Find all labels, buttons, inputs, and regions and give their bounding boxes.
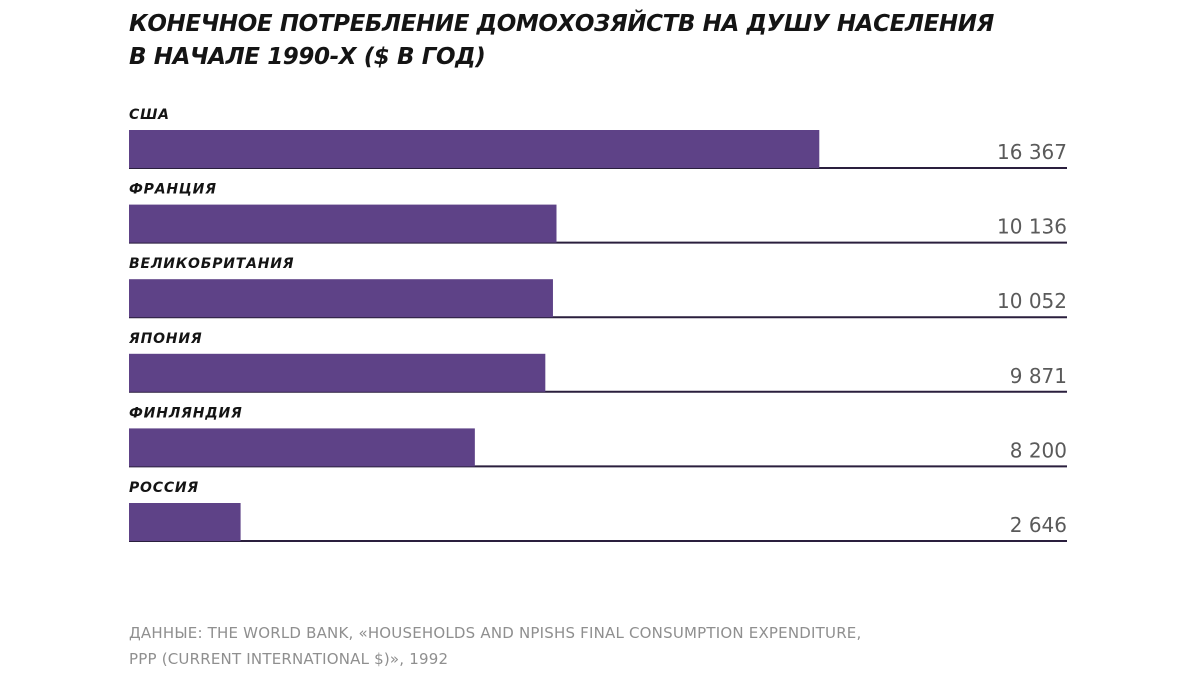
category-label: ВЕЛИКОБРИТАНИЯ xyxy=(129,256,294,272)
value-label: 2 646 xyxy=(1010,513,1067,537)
bar xyxy=(129,428,475,467)
category-label: ФИНЛЯНДИЯ xyxy=(129,405,243,421)
value-label: 8 200 xyxy=(1010,438,1067,462)
category-label: США xyxy=(129,107,170,123)
value-label: 9 871 xyxy=(1010,364,1067,388)
category-label: ЯПОНИЯ xyxy=(128,331,202,347)
category-label: РОССИЯ xyxy=(129,480,199,496)
bar xyxy=(129,130,820,168)
source-note-line-1: ДАННЫЕ: THE WORLD BANK, «HOUSEHOLDS AND … xyxy=(129,624,862,642)
source-note: ДАННЫЕ: THE WORLD BANK, «HOUSEHOLDS AND … xyxy=(129,620,861,672)
value-label: 16 367 xyxy=(997,140,1067,164)
source-note-line-2: PPP (CURRENT INTERNATIONAL $)», 1992 xyxy=(129,650,449,668)
bar xyxy=(129,279,553,318)
value-label: 10 052 xyxy=(997,289,1067,313)
chart-title-line-1: КОНЕЧНОЕ ПОТРЕБЛЕНИЕ ДОМОХОЗЯЙСТВ НА ДУШ… xyxy=(129,11,994,37)
bar xyxy=(129,503,241,541)
bar xyxy=(129,353,546,392)
category-label: ФРАНЦИЯ xyxy=(129,182,217,198)
chart-title: КОНЕЧНОЕ ПОТРЕБЛЕНИЕ ДОМОХОЗЯЙСТВ НА ДУШ… xyxy=(129,8,994,74)
value-label: 10 136 xyxy=(997,215,1067,239)
bar xyxy=(129,204,557,243)
chart-title-line-2: В НАЧАЛЕ 1990-Х ($ В ГОД) xyxy=(129,44,486,70)
